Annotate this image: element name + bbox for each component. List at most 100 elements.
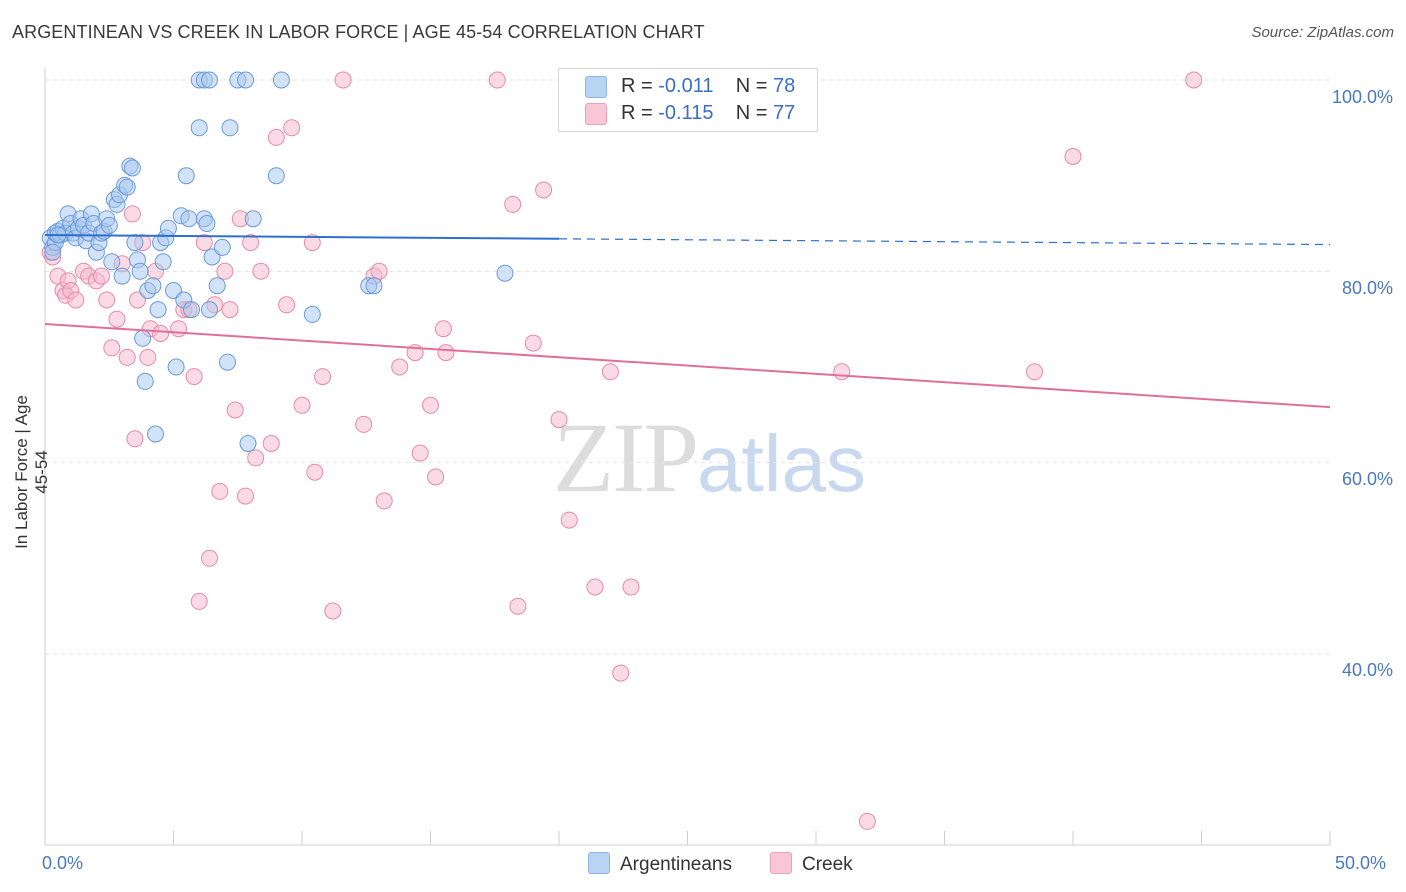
- argentineans-point-67: [272, 71, 290, 89]
- bottom-swatch-blue: [588, 852, 610, 874]
- creek-point-38: [237, 487, 254, 505]
- argentineans-point-24: [100, 216, 118, 234]
- creek-point-14: [108, 310, 126, 328]
- creek-point-17: [123, 205, 141, 223]
- argentineans-point-71: [496, 264, 514, 282]
- creek-point-43: [267, 128, 285, 146]
- bottom-legend-creek: Creek: [770, 852, 853, 876]
- creek-extra-point-2: [1185, 71, 1203, 89]
- creek-point-13: [103, 339, 121, 357]
- y-axis-title: In Labor Force | Age 45-54: [12, 395, 51, 549]
- creek-point-67: [535, 181, 553, 199]
- creek-point-71: [586, 578, 604, 596]
- creek-point-24: [152, 325, 170, 342]
- y-tick-label-60: 60.0%: [1341, 469, 1393, 489]
- legend-n-value-2: 77: [772, 102, 796, 124]
- bottom-legend-label-2: Creek: [802, 854, 853, 875]
- argentineans-trend-dashed: [558, 238, 1331, 246]
- argentineans-point-59: [208, 277, 226, 295]
- y-tick-label-40: 40.0%: [1341, 660, 1393, 680]
- creek-point-35: [221, 301, 239, 319]
- argentineans-point-64: [239, 435, 257, 452]
- legend-r-value-1: -0.011: [658, 75, 714, 97]
- source-credit: Source: ZipAtlas.com: [1251, 24, 1394, 41]
- creek-point-73: [612, 664, 630, 682]
- argentineans-point-62: [221, 119, 239, 137]
- legend-swatch-pink: [585, 102, 607, 125]
- creek-point-11: [93, 267, 110, 285]
- argentineans-point-54: [190, 119, 208, 137]
- argentineans-point-52: [180, 210, 198, 228]
- creek-point-65: [509, 597, 527, 615]
- argentineans-point-56: [198, 215, 216, 232]
- legend-r-value-2: -0.115: [658, 102, 714, 124]
- argentineans-point-42: [149, 301, 167, 319]
- y-tick-label-100: 100.0%: [1331, 87, 1393, 107]
- watermark-zip: ZIP: [553, 402, 699, 513]
- creek-point-29: [190, 592, 208, 610]
- argentineans-point-31: [118, 178, 136, 196]
- legend-r-label-2: R =: [621, 102, 659, 124]
- creek-point-69: [560, 511, 578, 529]
- zipatlas-watermark: ZIPatlas: [553, 400, 866, 515]
- y-tick-label-80: 80.0%: [1341, 278, 1393, 298]
- creek-point-42: [262, 435, 280, 452]
- creek-point-60: [427, 468, 445, 486]
- creek-point-58: [411, 444, 429, 462]
- creek-point-33: [211, 482, 229, 500]
- creek-point-16: [118, 348, 136, 366]
- legend-row-creek: R = -0.115 N = 77: [585, 102, 795, 125]
- creek-point-59: [422, 396, 439, 414]
- legend-n-label-1: N =: [735, 75, 773, 97]
- argentineans-point-34: [126, 234, 144, 252]
- argentineans-point-57: [201, 301, 218, 319]
- argentineans-point-68: [303, 305, 321, 323]
- creek-point-30: [195, 234, 213, 252]
- argentineans-point-76: [44, 243, 62, 261]
- creek-point-34: [216, 262, 234, 280]
- creek-point-40: [247, 449, 265, 467]
- creek-point-72: [601, 363, 619, 381]
- creek-point-51: [334, 71, 352, 89]
- argentineans-point-41: [147, 425, 164, 443]
- legend-n-value-1: 78: [772, 75, 796, 97]
- creek-point-41: [252, 262, 270, 280]
- argentineans-point-51: [177, 167, 195, 185]
- argentineans-point-70: [365, 277, 383, 295]
- creek-point-12: [98, 291, 116, 309]
- argentineans-point-40: [144, 277, 162, 295]
- creek-point-31: [201, 549, 218, 567]
- argentineans-point-46: [159, 219, 177, 237]
- creek-point-44: [278, 296, 296, 314]
- creek-point-66: [524, 334, 542, 352]
- creek-point-50: [324, 602, 342, 620]
- watermark-atlas: atlas: [697, 419, 866, 508]
- argentineans-point-75: [237, 71, 254, 89]
- creek-point-62: [437, 344, 455, 362]
- x-tick-label-max: 50.0%: [1335, 853, 1387, 873]
- argentineans-point-37: [134, 329, 152, 347]
- creek-point-21: [139, 348, 157, 366]
- argentineans-point-33: [123, 159, 141, 177]
- creek-point-46: [293, 396, 311, 414]
- creek-point-18: [126, 430, 144, 448]
- creek-point-49: [314, 368, 332, 386]
- creek-trend-line: [44, 322, 1331, 409]
- creek-point-45: [283, 119, 301, 137]
- creek-point-76: [858, 812, 876, 830]
- creek-extra-point-0: [1026, 363, 1043, 381]
- creek-point-28: [185, 368, 203, 386]
- bottom-legend-label-1: Argentineans: [620, 854, 732, 875]
- creek-point-56: [391, 358, 409, 376]
- argentineans-point-74: [201, 71, 218, 89]
- argentineans-point-61: [219, 353, 236, 371]
- legend-row-argentineans: R = -0.011 N = 78: [585, 75, 795, 98]
- legend-r-label-1: R =: [621, 75, 659, 97]
- creek-extra-point-1: [1064, 148, 1082, 165]
- argentineans-point-60: [213, 238, 231, 256]
- creek-point-74: [622, 578, 640, 596]
- creek-point-7: [67, 291, 85, 309]
- creek-point-64: [504, 195, 522, 213]
- creek-point-48: [306, 463, 324, 481]
